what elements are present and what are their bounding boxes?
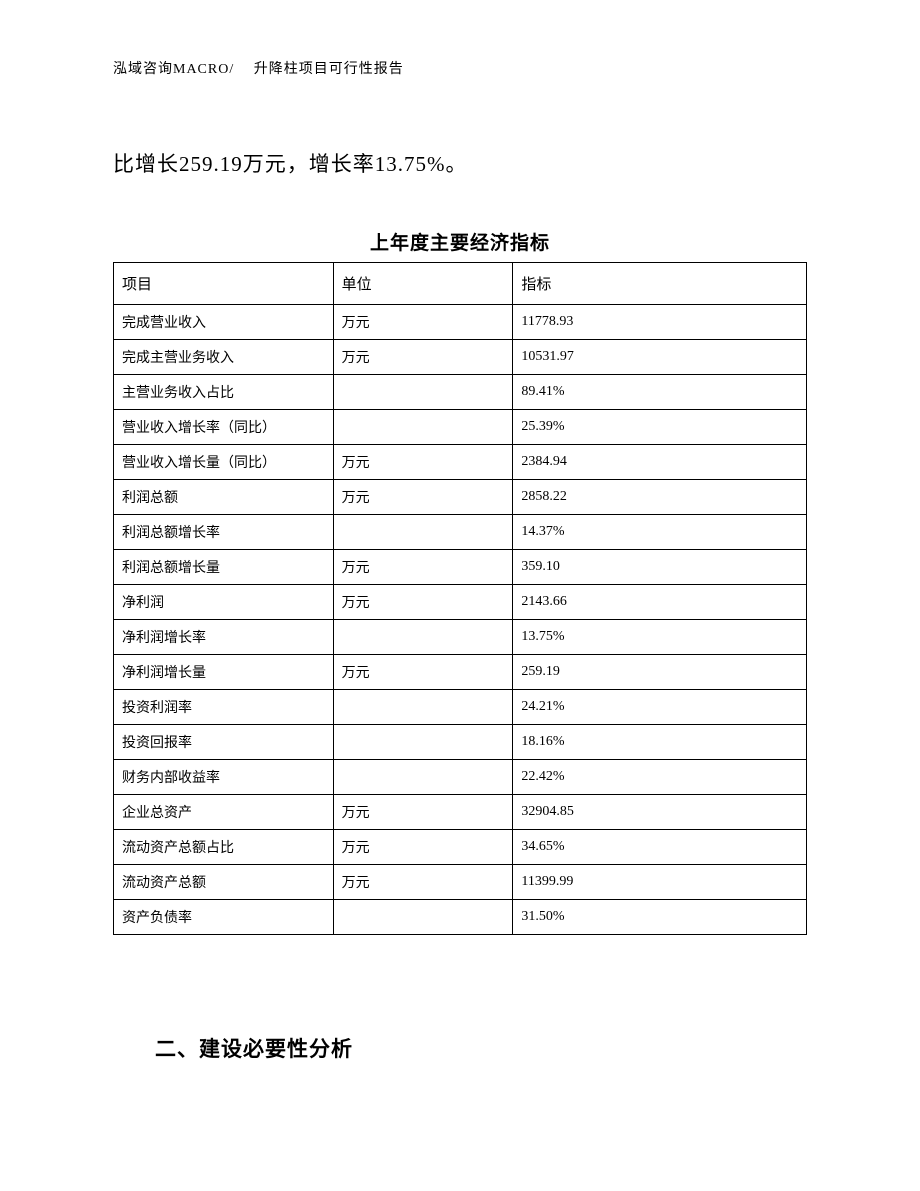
table-header-row: 项目 单位 指标 xyxy=(114,263,807,305)
cell-unit xyxy=(333,900,513,935)
cell-value: 11399.99 xyxy=(513,865,807,900)
cell-item: 投资回报率 xyxy=(114,725,334,760)
cell-unit: 万元 xyxy=(333,655,513,690)
section-heading: 二、建设必要性分析 xyxy=(155,1033,353,1063)
cell-value: 259.19 xyxy=(513,655,807,690)
cell-value: 22.42% xyxy=(513,760,807,795)
cell-item: 资产负债率 xyxy=(114,900,334,935)
cell-unit: 万元 xyxy=(333,340,513,375)
cell-value: 14.37% xyxy=(513,515,807,550)
cell-item: 利润总额增长率 xyxy=(114,515,334,550)
column-header-value: 指标 xyxy=(513,263,807,305)
cell-value: 18.16% xyxy=(513,725,807,760)
cell-unit: 万元 xyxy=(333,865,513,900)
cell-value: 25.39% xyxy=(513,410,807,445)
body-paragraph: 比增长259.19万元，增长率13.75%。 xyxy=(113,148,468,178)
cell-unit: 万元 xyxy=(333,480,513,515)
cell-value: 32904.85 xyxy=(513,795,807,830)
cell-value: 10531.97 xyxy=(513,340,807,375)
cell-unit xyxy=(333,515,513,550)
cell-unit: 万元 xyxy=(333,305,513,340)
cell-item: 营业收入增长率（同比） xyxy=(114,410,334,445)
cell-item: 利润总额增长量 xyxy=(114,550,334,585)
table-row: 流动资产总额占比 万元 34.65% xyxy=(114,830,807,865)
cell-item: 投资利润率 xyxy=(114,690,334,725)
cell-item: 净利润增长量 xyxy=(114,655,334,690)
table-body: 完成营业收入 万元 11778.93 完成主营业务收入 万元 10531.97 … xyxy=(114,305,807,935)
table-row: 利润总额增长率 14.37% xyxy=(114,515,807,550)
column-header-item: 项目 xyxy=(114,263,334,305)
cell-unit xyxy=(333,620,513,655)
cell-value: 24.21% xyxy=(513,690,807,725)
table-row: 投资回报率 18.16% xyxy=(114,725,807,760)
cell-item: 营业收入增长量（同比） xyxy=(114,445,334,480)
cell-unit xyxy=(333,375,513,410)
table-row: 利润总额增长量 万元 359.10 xyxy=(114,550,807,585)
table-row: 主营业务收入占比 89.41% xyxy=(114,375,807,410)
cell-value: 359.10 xyxy=(513,550,807,585)
table-row: 利润总额 万元 2858.22 xyxy=(114,480,807,515)
cell-unit xyxy=(333,760,513,795)
cell-value: 89.41% xyxy=(513,375,807,410)
cell-value: 11778.93 xyxy=(513,305,807,340)
cell-unit: 万元 xyxy=(333,830,513,865)
cell-item: 企业总资产 xyxy=(114,795,334,830)
cell-unit: 万元 xyxy=(333,445,513,480)
table-row: 完成营业收入 万元 11778.93 xyxy=(114,305,807,340)
cell-item: 财务内部收益率 xyxy=(114,760,334,795)
cell-unit: 万元 xyxy=(333,550,513,585)
cell-value: 2143.66 xyxy=(513,585,807,620)
page-header: 泓域咨询MACRO/ 升降柱项目可行性报告 xyxy=(113,58,404,78)
cell-value: 2858.22 xyxy=(513,480,807,515)
table-row: 营业收入增长量（同比） 万元 2384.94 xyxy=(114,445,807,480)
table-row: 投资利润率 24.21% xyxy=(114,690,807,725)
column-header-unit: 单位 xyxy=(333,263,513,305)
cell-value: 13.75% xyxy=(513,620,807,655)
cell-item: 净利润 xyxy=(114,585,334,620)
cell-item: 完成主营业务收入 xyxy=(114,340,334,375)
table-row: 净利润增长率 13.75% xyxy=(114,620,807,655)
cell-item: 净利润增长率 xyxy=(114,620,334,655)
table-row: 财务内部收益率 22.42% xyxy=(114,760,807,795)
cell-value: 31.50% xyxy=(513,900,807,935)
cell-item: 流动资产总额占比 xyxy=(114,830,334,865)
cell-value: 2384.94 xyxy=(513,445,807,480)
table-row: 完成主营业务收入 万元 10531.97 xyxy=(114,340,807,375)
cell-item: 利润总额 xyxy=(114,480,334,515)
table-row: 净利润 万元 2143.66 xyxy=(114,585,807,620)
table-row: 净利润增长量 万元 259.19 xyxy=(114,655,807,690)
cell-item: 主营业务收入占比 xyxy=(114,375,334,410)
cell-value: 34.65% xyxy=(513,830,807,865)
cell-item: 完成营业收入 xyxy=(114,305,334,340)
table-row: 企业总资产 万元 32904.85 xyxy=(114,795,807,830)
table-title: 上年度主要经济指标 xyxy=(0,228,920,255)
cell-unit xyxy=(333,410,513,445)
cell-unit: 万元 xyxy=(333,795,513,830)
cell-item: 流动资产总额 xyxy=(114,865,334,900)
table-row: 资产负债率 31.50% xyxy=(114,900,807,935)
cell-unit: 万元 xyxy=(333,585,513,620)
table-row: 流动资产总额 万元 11399.99 xyxy=(114,865,807,900)
table-row: 营业收入增长率（同比） 25.39% xyxy=(114,410,807,445)
economic-indicators-table: 项目 单位 指标 完成营业收入 万元 11778.93 完成主营业务收入 万元 … xyxy=(113,262,807,935)
cell-unit xyxy=(333,725,513,760)
cell-unit xyxy=(333,690,513,725)
